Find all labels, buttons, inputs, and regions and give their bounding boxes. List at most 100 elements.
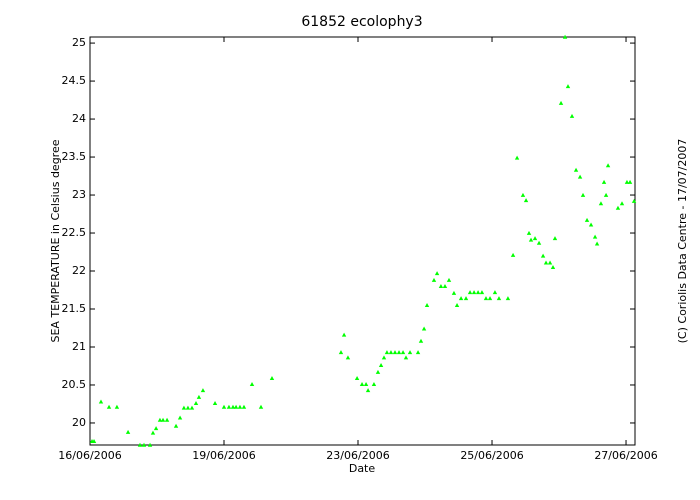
data-point [221, 404, 227, 409]
annotation: (C) Coriolis Data Centre - 17/07/2007 [676, 139, 689, 344]
y-tick-label: 21 [72, 340, 86, 353]
y-tick-label: 21.5 [62, 302, 87, 315]
data-point [371, 382, 377, 387]
data-point [528, 237, 534, 242]
plot-frame [89, 36, 636, 446]
data-point [446, 277, 452, 282]
data-point [378, 363, 384, 368]
data-point [249, 382, 255, 387]
data-point [536, 240, 542, 245]
y-tick-label: 20 [72, 416, 86, 429]
y-tick-label: 22 [72, 264, 86, 277]
data-point [492, 290, 498, 295]
data-point [407, 350, 413, 355]
data-point [532, 236, 538, 241]
data-point [125, 429, 131, 434]
data-point [185, 405, 191, 410]
data-point [403, 355, 409, 360]
data-point [424, 303, 430, 308]
data-point [442, 284, 448, 289]
data-point [230, 404, 236, 409]
data-point [421, 326, 427, 331]
data-point [160, 417, 166, 422]
data-point [114, 404, 120, 409]
x-tick-label: 19/06/2006 [192, 449, 255, 462]
data-point [363, 382, 369, 387]
data-point [463, 296, 469, 301]
y-tick-label: 23.5 [62, 150, 87, 163]
data-point [392, 350, 398, 355]
data-point [375, 369, 381, 374]
data-point [588, 222, 594, 227]
data-point [438, 284, 444, 289]
data-point [547, 260, 553, 265]
data-point [615, 205, 621, 210]
data-point [594, 241, 600, 246]
data-point [605, 163, 611, 168]
y-tick-label: 20.5 [62, 378, 87, 391]
data-point [458, 296, 464, 301]
data-point [592, 234, 598, 239]
data-point [434, 271, 440, 276]
data-point [269, 375, 275, 380]
data-point [418, 338, 424, 343]
data-point [487, 296, 493, 301]
data-point [241, 404, 247, 409]
data-point [153, 426, 159, 431]
x-tick-label: 23/06/2006 [326, 449, 389, 462]
data-point [177, 415, 183, 420]
data-point [147, 442, 153, 447]
x-axis-label: Date [349, 462, 376, 475]
data-point [359, 382, 365, 387]
x-tick-label: 16/06/2006 [58, 449, 121, 462]
data-point [552, 236, 558, 241]
data-point [237, 404, 243, 409]
data-point [550, 265, 556, 270]
data-point [212, 401, 218, 406]
y-tick-label: 23 [72, 188, 86, 201]
data-point [345, 355, 351, 360]
data-point [173, 423, 179, 428]
data-point [400, 350, 406, 355]
data-point [181, 405, 187, 410]
data-point [520, 192, 526, 197]
data-point [475, 290, 481, 295]
data-point [388, 350, 394, 355]
data-point [505, 296, 511, 301]
data-point [584, 217, 590, 222]
data-point [627, 179, 633, 184]
data-point [258, 404, 264, 409]
data-point [603, 192, 609, 197]
data-point [193, 401, 199, 406]
data-point [233, 404, 239, 409]
x-tick-label: 27/06/2006 [594, 449, 657, 462]
data-point [189, 405, 195, 410]
data-point [565, 84, 571, 89]
data-point [365, 388, 371, 393]
data-point [580, 192, 586, 197]
data-point [431, 277, 437, 282]
data-point [479, 290, 485, 295]
data-point [598, 201, 604, 206]
chart-title: 61852 ecolophy3 [301, 14, 422, 30]
data-point [624, 179, 630, 184]
data-point [98, 399, 104, 404]
data-point [558, 100, 564, 105]
data-point [562, 34, 568, 39]
data-point [514, 155, 520, 160]
data-point [631, 198, 637, 203]
y-axis-label: SEA TEMPERATURE in Celsius degree [49, 139, 62, 342]
data-point [415, 350, 421, 355]
data-point [454, 303, 460, 308]
data-point [510, 252, 516, 257]
data-point [150, 430, 156, 435]
data-point [573, 167, 579, 172]
data-point [451, 290, 457, 295]
y-tick-label: 24.5 [62, 74, 87, 87]
data-point [467, 290, 473, 295]
data-point [471, 290, 477, 295]
data-point [200, 388, 206, 393]
data-point [540, 253, 546, 258]
data-point [543, 260, 549, 265]
